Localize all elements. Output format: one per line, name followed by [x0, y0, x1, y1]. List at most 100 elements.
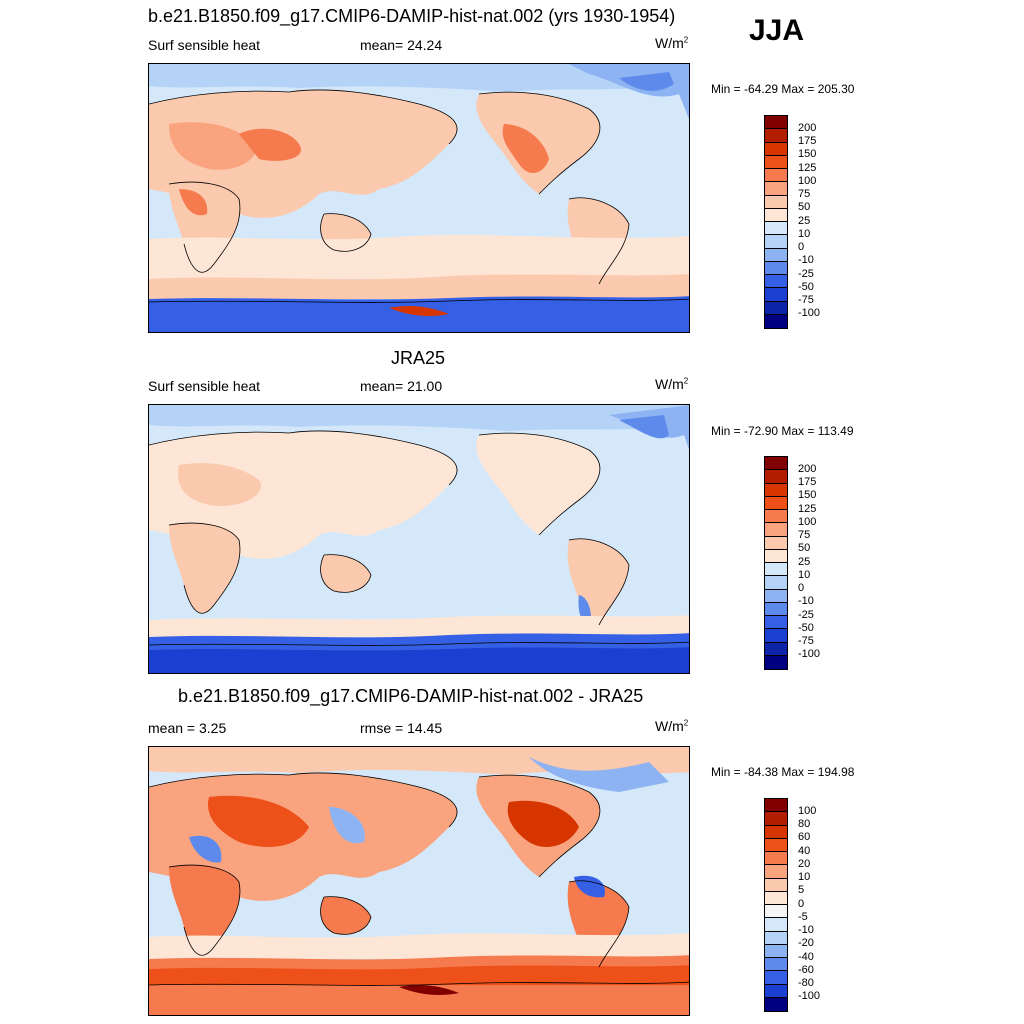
colorbar-tick-label: 60	[798, 831, 811, 844]
variable-label: Surf sensible heat	[148, 37, 261, 53]
colorbar-tick-label: -60	[798, 963, 814, 976]
mean-label: mean = 3.25	[148, 720, 227, 736]
colorbar-tick-label: -75	[798, 635, 814, 647]
colorbar-tick-label: -100	[798, 990, 821, 1003]
colorbar-segment	[765, 589, 787, 603]
colorbar-segment	[765, 905, 787, 919]
colorbar-tick-label: 200	[798, 462, 817, 475]
colorbar-segment	[765, 116, 787, 130]
colorbar	[764, 115, 788, 329]
units-base: W/m	[655, 376, 684, 392]
colorbar-segment	[765, 314, 787, 328]
map-svg	[149, 405, 689, 673]
colorbar-segment	[765, 536, 787, 550]
colorbar-tick-label: 150	[798, 489, 817, 502]
colorbar-segment	[765, 182, 787, 196]
colorbar-tick-label: 100	[798, 515, 817, 528]
colorbar-segment	[765, 169, 787, 183]
panel-title: b.e21.B1850.f09_g17.CMIP6-DAMIP-hist-nat…	[178, 686, 644, 706]
colorbar-segment	[765, 142, 787, 156]
season-label: JJA	[749, 14, 805, 47]
map-plot	[148, 746, 690, 1016]
colorbar-tick-label: 40	[798, 844, 811, 857]
colorbar-tick-label: -40	[798, 950, 814, 963]
mean-label: mean= 21.00	[360, 378, 443, 394]
mean-label: mean= 24.24	[360, 37, 443, 53]
colorbar-segment	[765, 195, 787, 209]
colorbar-segment	[765, 275, 787, 289]
units-sup: 2	[683, 718, 689, 728]
colorbar-segment	[765, 865, 787, 879]
colorbar-tick-label: 100	[798, 174, 817, 187]
colorbar-segment	[765, 878, 787, 892]
colorbar-tick-label: 25	[798, 214, 811, 227]
colorbar-tick-label: -100	[798, 307, 821, 320]
colorbar-tick-label: 80	[798, 818, 811, 830]
colorbar-segment	[765, 549, 787, 563]
units-sup: 2	[683, 376, 689, 386]
colorbar-segment	[765, 457, 787, 471]
colorbar-segment	[765, 483, 787, 497]
colorbar-tick-label: 10	[798, 568, 811, 581]
colorbar-tick-label: -80	[798, 977, 814, 989]
colorbar-tick-label: -50	[798, 280, 814, 293]
colorbar-segment	[765, 825, 787, 839]
minmax-label: Min = -84.38 Max = 194.98	[711, 765, 855, 779]
colorbar-tick-label: 200	[798, 121, 817, 134]
colorbar-tick-label: -50	[798, 621, 814, 634]
colorbar-segment	[765, 470, 787, 484]
colorbar-tick-label: -10	[798, 924, 814, 936]
colorbar-tick-label: 75	[798, 188, 811, 200]
colorbar-tick-label: 175	[798, 135, 817, 147]
colorbar-tick-label: -25	[798, 608, 814, 621]
colorbar-tick-label: -75	[798, 294, 814, 306]
colorbar-segment	[765, 602, 787, 616]
colorbar-segment	[765, 931, 787, 945]
panel-title: b.e21.B1850.f09_g17.CMIP6-DAMIP-hist-nat…	[148, 6, 676, 26]
units-sup: 2	[683, 35, 689, 45]
colorbar-segment	[765, 576, 787, 590]
colorbar-tick-label: -10	[798, 595, 814, 608]
map-plot	[148, 63, 690, 333]
colorbar-segment	[765, 629, 787, 643]
colorbar-tick-label: 75	[798, 529, 811, 541]
colorbar-tick-label: 10	[798, 871, 811, 883]
map-plot	[148, 404, 690, 674]
colorbar-tick-label: 125	[798, 502, 817, 515]
colorbar	[764, 798, 788, 1012]
minmax-label: Min = -72.90 Max = 113.49	[711, 424, 854, 438]
colorbar-tick-label: -20	[798, 937, 814, 950]
colorbar-segment	[765, 563, 787, 577]
colorbar-tick-label: 125	[798, 161, 817, 174]
panel-title: JRA25	[391, 348, 446, 368]
map-svg	[149, 747, 689, 1015]
colorbar-segment	[765, 301, 787, 315]
colorbar-segment	[765, 812, 787, 826]
colorbar-tick-label: 0	[798, 897, 805, 910]
colorbar-tick-label: 0	[798, 582, 805, 594]
colorbar-segment	[765, 261, 787, 275]
colorbar-segment	[765, 208, 787, 222]
colorbar-segment	[765, 222, 787, 236]
colorbar-tick-label: 50	[798, 201, 811, 214]
units-label: W/m2	[655, 718, 688, 734]
colorbar-tick-label: 50	[798, 542, 811, 555]
colorbar-segment	[765, 288, 787, 302]
colorbar-segment	[765, 918, 787, 932]
colorbar-tick-label: 0	[798, 241, 805, 253]
rmse-label: rmse = 14.45	[360, 720, 443, 736]
minmax-label: Min = -64.29 Max = 205.30	[711, 82, 855, 96]
colorbar-tick-label: 25	[798, 555, 811, 568]
colorbar-segment	[765, 655, 787, 669]
colorbar-tick-label: -5	[798, 910, 808, 923]
colorbar-tick-label: -100	[798, 648, 821, 661]
map-svg	[149, 64, 689, 332]
colorbar-segment	[765, 997, 787, 1011]
colorbar-segment	[765, 235, 787, 249]
colorbar-segment	[765, 248, 787, 262]
colorbar-tick-label: -25	[798, 267, 814, 280]
colorbar-segment	[765, 958, 787, 972]
colorbar-segment	[765, 971, 787, 985]
colorbar-segment	[765, 155, 787, 169]
colorbar	[764, 456, 788, 670]
